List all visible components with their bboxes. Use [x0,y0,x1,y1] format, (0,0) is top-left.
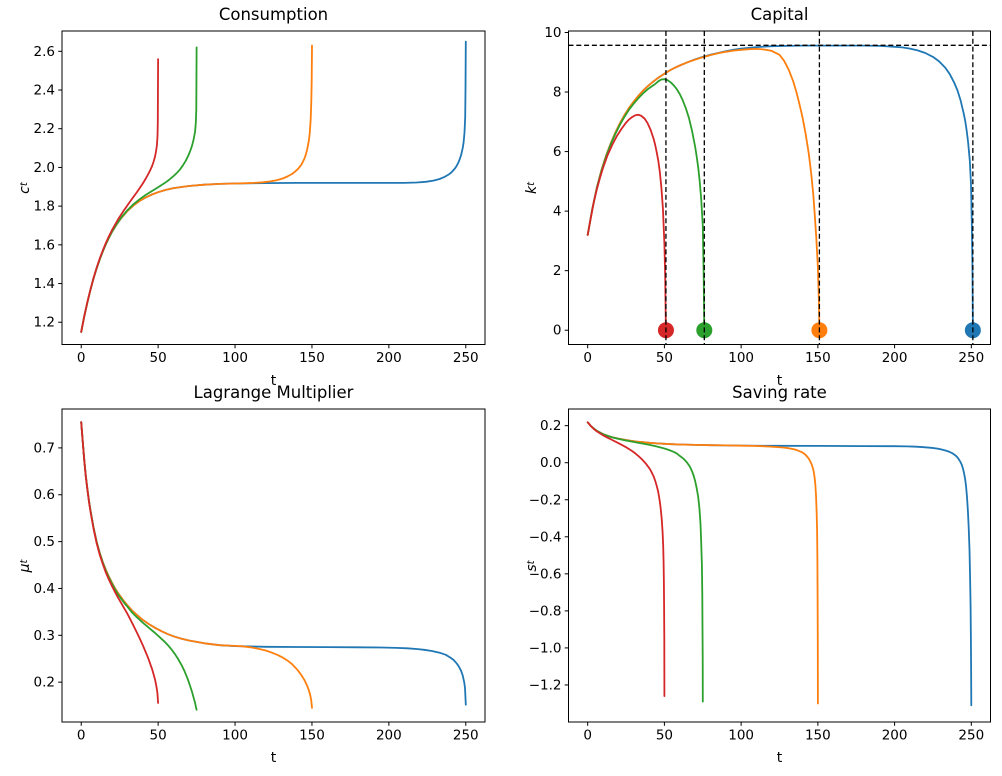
saving-rate-axes-frame [568,408,991,723]
capital-x-ticks: 0 50 100 150 200 250 [583,344,984,366]
consumption-y-ticks: 1.2 1.4 1.6 1.8 2.0 2.2 2.4 2.6 [34,44,62,331]
consumption-y-tick-label: 2.4 [34,83,55,99]
lagrange-multiplier-y-tick-label: 0.4 [34,581,55,597]
lagrange-multiplier-title: Lagrange Multiplier [193,383,354,402]
saving-rate-y-tick-label: 0.0 [540,455,561,471]
saving-rate-y-tick-label: −0.6 [529,566,562,582]
ylabel-symbol: s [523,563,540,572]
capital-x-tick-label: 100 [728,350,754,366]
capital-title: Capital [750,5,809,24]
saving-rate-y-tick-label: −1.0 [529,640,562,656]
saving-rate-x-tick-label: 250 [958,728,984,744]
lagrange-multiplier-axes-frame [61,408,486,723]
capital-y-tick-label: 4 [553,204,562,220]
capital-x-tick-label: 250 [958,350,984,366]
capital-y-tick-label: 6 [553,144,562,160]
lagrange-multiplier-x-tick-label: 250 [453,728,479,744]
consumption-axes-frame [61,30,486,345]
consumption-curve-horizon-T-50 [80,58,159,333]
consumption-x-ticks: 0 50 100 150 200 250 [77,344,479,366]
lagrange-multiplier-y-tick-label: 0.6 [34,487,55,503]
capital-y-tick-label: 8 [553,85,562,101]
lagrange-multiplier-y-ticks: 0.2 0.3 0.4 0.5 0.6 0.7 [34,440,62,691]
saving-rate-x-tick-label: 50 [656,728,673,744]
capital-y-tick-label: 10 [544,25,561,41]
saving-rate-curve-horizon-T-75 [586,421,704,703]
saving-rate-y-ticks: −1.2 −1.0 −0.8 −0.6 −0.4 −0.2 0.0 0.2 [529,418,569,693]
lagrange-multiplier-plot: 0 50 100 150 200 250 0.2 0.3 0.4 0.5 0.6 0.7 [34,408,486,744]
consumption-x-tick-label: 50 [150,350,167,366]
saving-rate-y-tick-label: −0.8 [529,603,562,619]
consumption-plot: 0 50 100 150 200 250 1.2 1.4 1.6 1.8 2.0 2.2 2.4 2.6 [34,30,486,366]
capital-y-ticks: 0 2 4 6 8 10 [544,25,569,339]
saving-rate-x-tick-label: 150 [805,728,831,744]
lagrange-multiplier-x-tick-label: 200 [376,728,402,744]
consumption-x-tick-label: 200 [376,350,402,366]
capital-x-tick-label: 50 [656,350,673,366]
lagrange-multiplier-y-tick-label: 0.7 [34,440,55,456]
capital-curve-horizon-T-150 [586,48,821,332]
capital-x-tick-label: 0 [583,350,592,366]
capital-curve-horizon-T-75 [586,78,706,332]
saving-rate-plot: 0 50 100 150 200 250 −1.2 −1.0 −0.8 −0.6 −0.4 −0.2 0… [529,408,991,744]
capital-xlabel: t [776,372,783,389]
saving-rate-xlabel: t [776,750,783,766]
ylabel-symbol: c [17,185,33,194]
consumption-y-tick-label: 2.0 [34,160,55,176]
consumption-x-tick-label: 100 [222,350,248,366]
lagrange-multiplier-x-tick-label: 100 [222,728,248,744]
capital-x-tick-label: 150 [805,350,831,366]
lagrange-multiplier-x-tick-label: 150 [299,728,325,744]
ylabel-symbol: k [523,185,540,194]
lagrange-multiplier-curve-horizon-T-50 [80,421,159,704]
consumption-y-tick-label: 2.6 [34,44,55,60]
saving-rate-y-tick-label: 0.2 [540,418,561,434]
lagrange-multiplier-xlabel: t [270,750,277,766]
capital-curve-horizon-T-50 [586,113,667,332]
saving-rate-x-tick-label: 0 [583,728,592,744]
capital-y-tick-label: 0 [553,323,562,339]
capital-axes-frame [568,30,991,345]
saving-rate-curve-horizon-T-50 [586,421,666,697]
saving-rate-y-tick-label: −0.2 [529,492,562,508]
lagrange-multiplier-y-tick-label: 0.3 [34,628,55,644]
saving-rate-y-tick-label: −0.4 [529,529,562,545]
consumption-x-tick-label: 150 [299,350,325,366]
saving-rate-x-ticks: 0 50 100 150 200 250 [583,722,984,744]
consumption-y-tick-label: 2.2 [34,121,55,137]
lagrange-multiplier-y-tick-label: 0.5 [34,534,55,550]
lagrange-multiplier-y-tick-label: 0.2 [34,675,55,691]
consumption-title: Consumption [218,5,329,24]
consumption-y-tick-label: 1.6 [34,237,55,253]
lagrange-multiplier-x-tick-label: 50 [150,728,167,744]
ylabel-symbol: μ [17,563,33,572]
lagrange-multiplier-x-tick-label: 0 [77,728,86,744]
saving-rate-x-tick-label: 100 [728,728,754,744]
saving-rate-title: Saving rate [732,383,827,402]
capital-plot: 0 50 100 150 200 250 0 2 4 6 8 10 [544,25,991,366]
lagrange-multiplier-x-ticks: 0 50 100 150 200 250 [77,722,479,744]
capital-y-tick-label: 2 [553,263,562,279]
saving-rate-x-tick-label: 200 [882,728,908,744]
capital-x-tick-label: 200 [882,350,908,366]
saving-rate-y-tick-label: −1.2 [529,677,562,693]
consumption-xlabel: t [270,372,277,389]
consumption-y-tick-label: 1.8 [34,199,55,215]
consumption-x-tick-label: 0 [77,350,86,366]
consumption-x-tick-label: 250 [453,350,479,366]
consumption-y-tick-label: 1.2 [34,315,55,331]
consumption-y-tick-label: 1.4 [34,276,55,292]
